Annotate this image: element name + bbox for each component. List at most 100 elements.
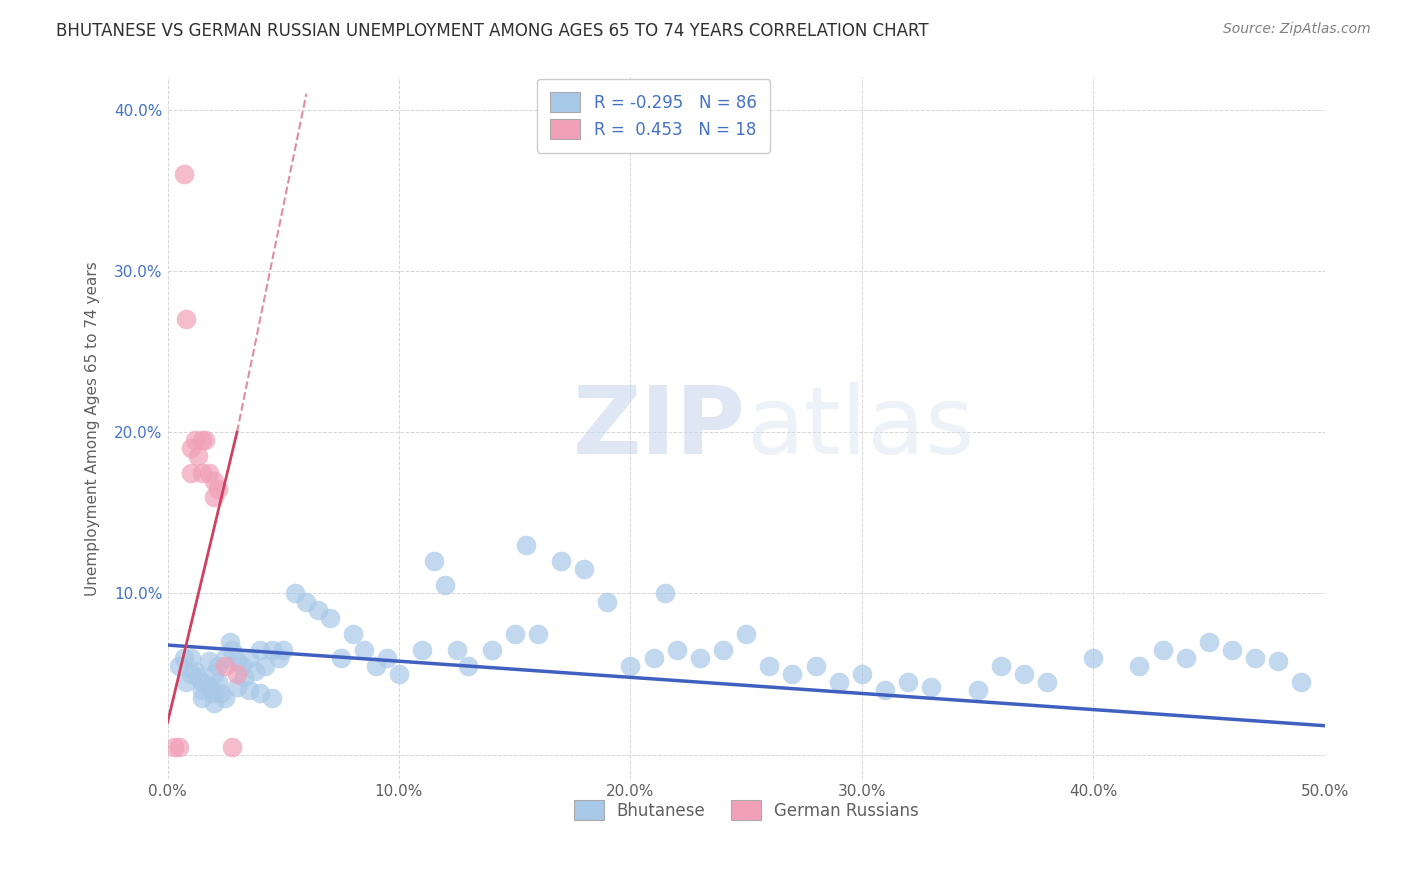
Point	[318, 610, 340, 624]
Point	[194, 434, 217, 448]
Point	[226, 667, 249, 681]
Point	[231, 659, 253, 673]
Point	[267, 651, 290, 665]
Point	[1291, 675, 1313, 690]
Point	[238, 683, 260, 698]
Point	[260, 691, 283, 706]
Point	[207, 482, 229, 496]
Point	[187, 670, 209, 684]
Point	[711, 643, 734, 657]
Point	[1174, 651, 1197, 665]
Point	[180, 651, 202, 665]
Point	[353, 643, 375, 657]
Point	[191, 675, 214, 690]
Point	[187, 450, 209, 464]
Point	[735, 627, 758, 641]
Point	[1012, 667, 1035, 681]
Point	[214, 651, 236, 665]
Point	[342, 627, 364, 641]
Point	[202, 686, 225, 700]
Text: atlas: atlas	[747, 382, 974, 475]
Point	[851, 667, 873, 681]
Point	[446, 643, 468, 657]
Point	[180, 442, 202, 456]
Point	[184, 434, 207, 448]
Point	[198, 466, 221, 480]
Point	[249, 643, 271, 657]
Point	[232, 670, 254, 684]
Legend: Bhutanese, German Russians: Bhutanese, German Russians	[560, 787, 932, 834]
Point	[249, 686, 271, 700]
Point	[619, 659, 641, 673]
Point	[1128, 659, 1150, 673]
Point	[214, 659, 236, 673]
Point	[163, 739, 186, 754]
Point	[1036, 675, 1059, 690]
Point	[202, 667, 225, 681]
Point	[202, 490, 225, 504]
Text: Source: ZipAtlas.com: Source: ZipAtlas.com	[1223, 22, 1371, 37]
Point	[260, 643, 283, 657]
Point	[550, 554, 572, 568]
Point	[253, 659, 276, 673]
Point	[174, 675, 197, 690]
Point	[221, 739, 243, 754]
Point	[689, 651, 711, 665]
Point	[1220, 643, 1243, 657]
Point	[434, 578, 457, 592]
Point	[207, 659, 229, 673]
Point	[191, 691, 214, 706]
Point	[174, 312, 197, 326]
Point	[245, 664, 267, 678]
Point	[515, 538, 537, 552]
Point	[180, 667, 202, 681]
Point	[503, 627, 526, 641]
Text: ZIP: ZIP	[574, 382, 747, 475]
Point	[377, 651, 399, 665]
Point	[214, 691, 236, 706]
Point	[411, 643, 433, 657]
Point	[1267, 654, 1289, 668]
Point	[198, 680, 221, 694]
Point	[596, 594, 619, 608]
Point	[481, 643, 503, 657]
Point	[180, 466, 202, 480]
Point	[758, 659, 780, 673]
Point	[219, 635, 242, 649]
Point	[897, 675, 920, 690]
Point	[804, 659, 827, 673]
Point	[167, 739, 190, 754]
Point	[167, 659, 190, 673]
Y-axis label: Unemployment Among Ages 65 to 74 years: Unemployment Among Ages 65 to 74 years	[86, 260, 100, 596]
Point	[643, 651, 665, 665]
Point	[207, 675, 229, 690]
Point	[388, 667, 411, 681]
Point	[990, 659, 1012, 673]
Point	[191, 683, 214, 698]
Point	[827, 675, 849, 690]
Point	[330, 651, 353, 665]
Point	[665, 643, 688, 657]
Point	[364, 659, 387, 673]
Point	[1152, 643, 1174, 657]
Point	[572, 562, 595, 576]
Point	[173, 167, 195, 181]
Point	[209, 686, 232, 700]
Point	[1244, 651, 1267, 665]
Text: BHUTANESE VS GERMAN RUSSIAN UNEMPLOYMENT AMONG AGES 65 TO 74 YEARS CORRELATION C: BHUTANESE VS GERMAN RUSSIAN UNEMPLOYMENT…	[56, 22, 929, 40]
Point	[202, 696, 225, 710]
Point	[1083, 651, 1105, 665]
Point	[198, 654, 221, 668]
Point	[226, 654, 249, 668]
Point	[191, 434, 214, 448]
Point	[295, 594, 318, 608]
Point	[221, 643, 243, 657]
Point	[527, 627, 550, 641]
Point	[284, 586, 307, 600]
Point	[238, 651, 260, 665]
Point	[184, 664, 207, 678]
Point	[307, 602, 329, 616]
Point	[191, 466, 214, 480]
Point	[202, 474, 225, 488]
Point	[920, 680, 942, 694]
